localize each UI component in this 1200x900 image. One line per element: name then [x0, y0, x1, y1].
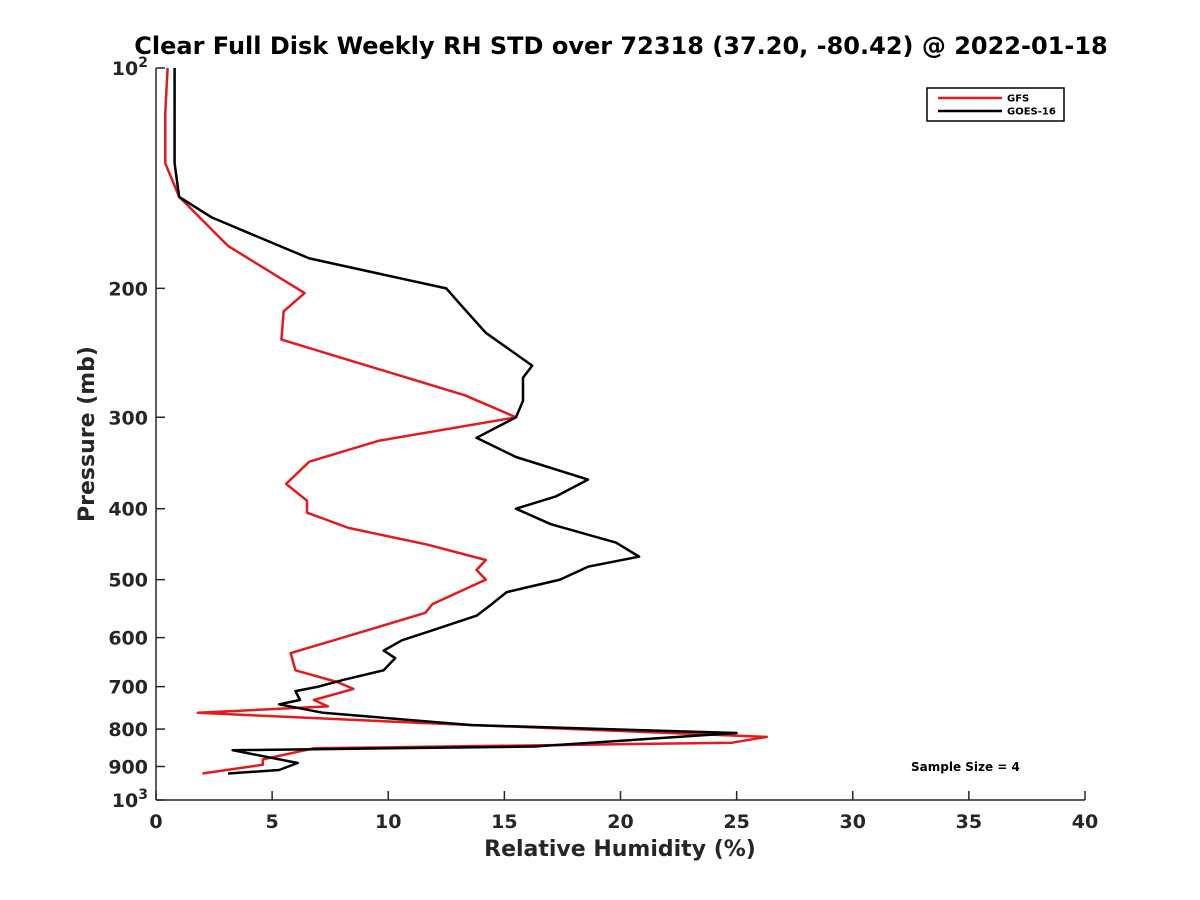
y-tick-label: 800: [108, 719, 148, 741]
plot-background: [156, 68, 1085, 800]
y-tick-label: 600: [108, 628, 148, 650]
y-tick-label: 900: [108, 757, 148, 779]
y-axis-label: Pressure (mb): [75, 346, 100, 522]
series-line-goes16: [173, 68, 738, 775]
y-tick-label: 400: [108, 499, 148, 521]
x-tick-label: 25: [723, 811, 749, 833]
y-tick-label: 700: [108, 677, 148, 699]
x-tick-label: 30: [840, 811, 866, 833]
x-tick-label: 35: [956, 811, 982, 833]
series-layer: [164, 67, 769, 775]
sample-size-annotation: Sample Size = 4: [911, 760, 1020, 774]
legend-box: [926, 87, 1065, 122]
y-tick-label: 500: [108, 570, 148, 592]
y-tick-label: 200: [108, 278, 148, 300]
legend-label: GFS: [1007, 94, 1029, 105]
legend: GFS GOES-16: [926, 87, 1065, 122]
x-tick-label: 5: [266, 811, 279, 833]
y-axis-ticks: 102 200 300 400 500 600 700 800 900 103: [108, 55, 165, 812]
x-tick-label: 10: [375, 811, 401, 833]
x-tick-label: 0: [149, 811, 162, 833]
chart-title: Clear Full Disk Weekly RH STD over 72318…: [134, 32, 1107, 60]
legend-label: GOES-16: [1007, 107, 1056, 118]
x-tick-label: 40: [1072, 811, 1098, 833]
x-axis-ticks: 0 5 10 15 20 25 30 35 40: [149, 791, 1098, 833]
y-tick-label: 300: [108, 407, 148, 429]
series-line-gfs: [164, 67, 769, 775]
y-tick-label: 103: [112, 787, 148, 812]
x-axis-label: Relative Humidity (%): [484, 837, 756, 862]
y-tick-label: 102: [112, 55, 148, 80]
x-tick-label: 15: [491, 811, 517, 833]
x-tick-label: 20: [607, 811, 633, 833]
